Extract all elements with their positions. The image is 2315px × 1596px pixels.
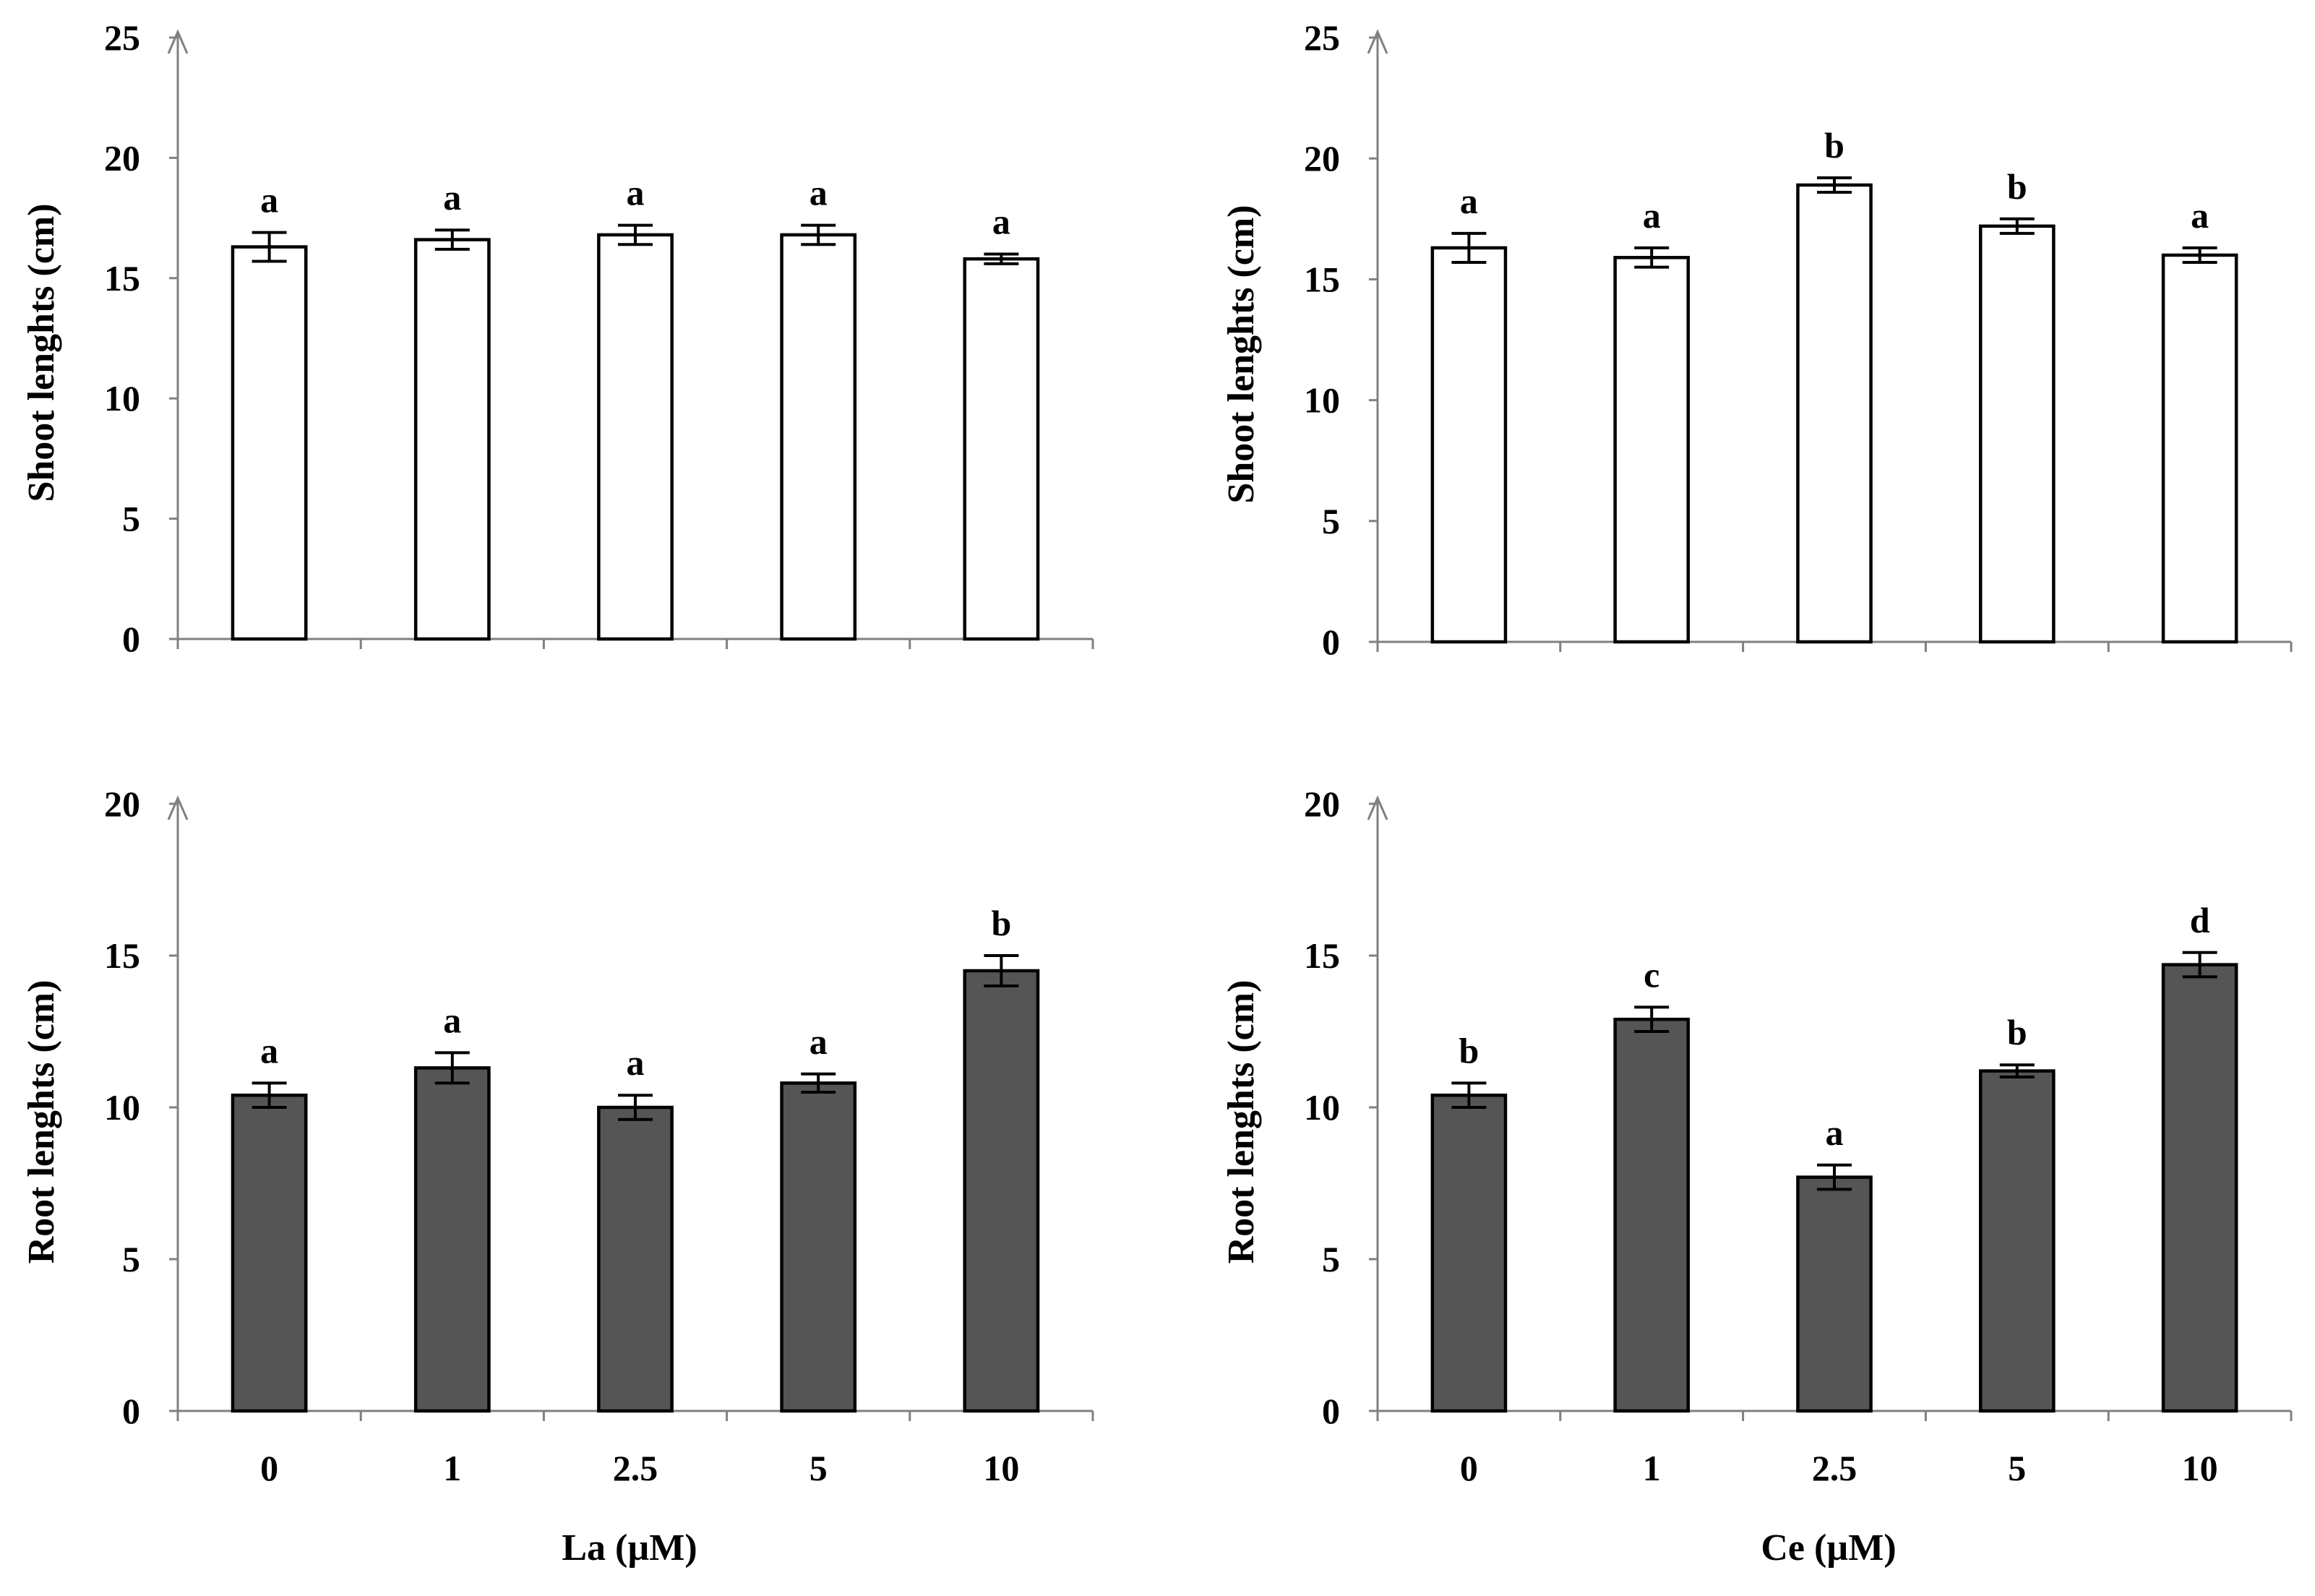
- chart-panel-la-root: 0 5 10 15 20 a 0 a 1 a 2.5 a 5 b 10 Root lenghts (cm) La…: [21, 784, 1094, 1569]
- significance-label: a: [443, 1000, 461, 1040]
- significance-label: a: [1643, 195, 1661, 236]
- bar: [963, 257, 1040, 641]
- significance-label: b: [1459, 1030, 1479, 1071]
- y-tick-label: 10: [104, 1087, 140, 1128]
- x-tick-label: 5: [2008, 1448, 2026, 1488]
- x-tick-label: 5: [809, 1448, 828, 1488]
- chart-panel-ce-root: 0 5 10 15 20 b 0 c 1 a 2.5 b 5 d 10 Root lenghts (cm) Ce…: [1221, 784, 2293, 1569]
- significance-label: b: [2007, 166, 2027, 207]
- y-tick-label: 15: [104, 258, 140, 299]
- y-axis-arrow-icon: [167, 795, 189, 820]
- y-axis-title: Shoot lenghts (cm): [1221, 205, 1262, 503]
- y-tick-label: 5: [122, 499, 140, 539]
- y-tick-label: 0: [1322, 622, 1340, 662]
- y-tick-label: 25: [104, 17, 140, 58]
- bar: [413, 1066, 491, 1413]
- y-axis-arrow-icon: [1367, 29, 1388, 54]
- significance-label: a: [992, 202, 1010, 242]
- bar: [597, 233, 674, 641]
- y-tick-label: 20: [104, 784, 140, 824]
- x-axis-title: Ce (µM): [1761, 1527, 1896, 1569]
- bar: [1978, 1069, 2056, 1413]
- y-tick-label: 15: [1304, 259, 1340, 299]
- y-tick-label: 20: [1304, 784, 1340, 824]
- bar: [1978, 224, 2056, 644]
- y-axis-arrow-icon: [1367, 795, 1388, 820]
- bar: [1430, 246, 1508, 644]
- bar: [597, 1105, 674, 1413]
- bar: [1613, 1017, 1691, 1413]
- significance-label: a: [627, 173, 645, 213]
- y-tick-label: 15: [104, 935, 140, 976]
- x-tick-label: 2.5: [613, 1448, 658, 1488]
- significance-label: a: [2191, 195, 2209, 236]
- y-tick-label: 20: [104, 137, 140, 178]
- y-axis-title: Root lenghts (cm): [1221, 980, 1262, 1264]
- y-axis-title: Shoot lenghts (cm): [21, 203, 62, 502]
- bar: [1796, 1175, 1873, 1413]
- significance-label: a: [443, 177, 461, 218]
- y-tick-label: 10: [1304, 1087, 1340, 1128]
- bar: [1796, 183, 1873, 644]
- y-tick-label: 20: [1304, 138, 1340, 179]
- bar: [231, 245, 308, 641]
- significance-label: d: [2190, 900, 2210, 940]
- significance-label: a: [627, 1042, 645, 1083]
- x-tick-label: 1: [1643, 1448, 1661, 1488]
- significance-label: c: [1644, 954, 1659, 995]
- significance-label: b: [1824, 125, 1844, 166]
- chart-panel-ce-shoot: 0 5 10 15 20 25 a a b b a Shoot lenghts (cm): [1221, 17, 2293, 662]
- y-tick-label: 10: [1304, 380, 1340, 421]
- y-tick-label: 0: [122, 619, 140, 659]
- x-tick-label: 10: [983, 1448, 1019, 1488]
- bar: [1430, 1093, 1508, 1413]
- significance-label: a: [809, 173, 828, 213]
- x-tick-label: 0: [1460, 1448, 1478, 1488]
- y-tick-label: 5: [1322, 1239, 1340, 1279]
- bar: [2161, 253, 2238, 644]
- bar: [231, 1093, 308, 1413]
- bar: [780, 233, 857, 641]
- y-tick-label: 0: [1322, 1391, 1340, 1431]
- y-axis-arrow-icon: [167, 29, 189, 54]
- bar: [413, 238, 491, 641]
- y-tick-label: 25: [1304, 17, 1340, 58]
- bar: [2161, 963, 2238, 1413]
- bar: [780, 1081, 857, 1413]
- significance-label: b: [2007, 1012, 2027, 1052]
- significance-label: a: [260, 1030, 278, 1071]
- y-axis-title: Root lenghts (cm): [21, 980, 62, 1264]
- x-tick-label: 2.5: [1812, 1448, 1857, 1488]
- y-tick-label: 15: [1304, 935, 1340, 976]
- y-tick-label: 0: [122, 1391, 140, 1431]
- x-axis-title: La (µM): [562, 1527, 697, 1569]
- x-tick-label: 1: [443, 1448, 461, 1488]
- chart-panel-la-shoot: 0 5 10 15 20 25 a a a a a Shoot lenghts (cm): [21, 17, 1094, 659]
- significance-label: a: [809, 1021, 828, 1062]
- significance-label: b: [991, 903, 1011, 943]
- significance-label: a: [260, 180, 278, 220]
- significance-label: a: [1460, 181, 1478, 221]
- significance-label: a: [1826, 1112, 1844, 1153]
- x-tick-label: 10: [2182, 1448, 2218, 1488]
- bar: [963, 969, 1040, 1413]
- y-tick-label: 5: [1322, 501, 1340, 541]
- x-tick-label: 0: [260, 1448, 278, 1488]
- bar: [1613, 256, 1691, 644]
- y-tick-label: 10: [104, 378, 140, 419]
- y-tick-label: 5: [122, 1239, 140, 1279]
